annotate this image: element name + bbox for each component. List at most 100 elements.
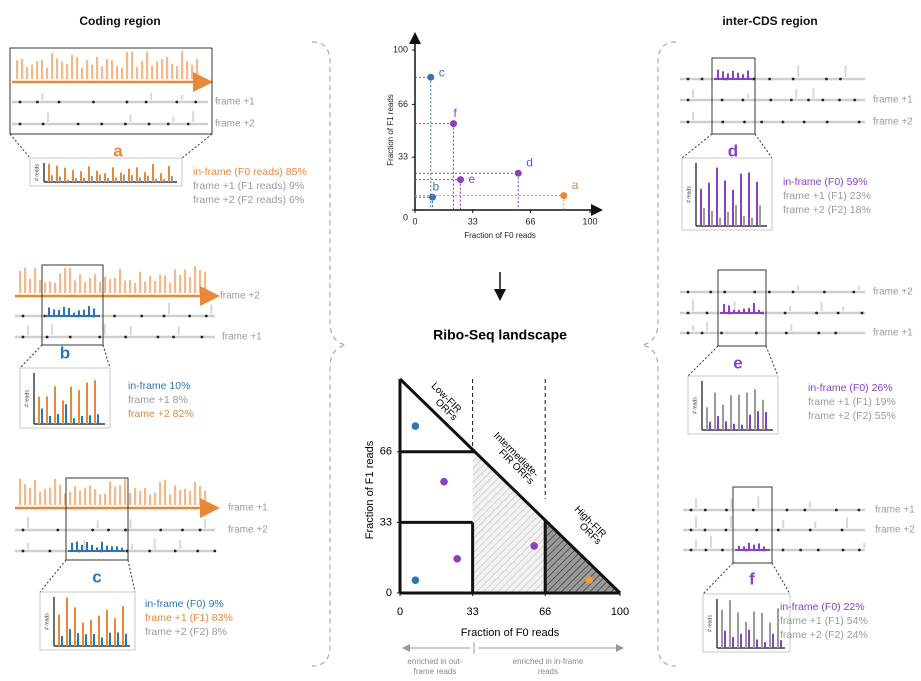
zoom-guide (687, 345, 719, 377)
read-bar (21, 58, 24, 79)
panel: frame +2 frame +1 e # reads in-frame (F0) 26… (680, 269, 913, 435)
x-tick-label: 0 (412, 216, 417, 226)
stop-codon (18, 122, 22, 126)
read-bar (99, 281, 102, 293)
read-stat: frame +1 (F1 reads) 9% (193, 180, 304, 192)
point (450, 120, 457, 128)
inset-bar (163, 179, 165, 182)
read-bar (88, 306, 90, 315)
inset-bar (46, 396, 48, 424)
inset-bar (62, 400, 64, 424)
frame-label: frame +2 (220, 291, 260, 302)
read-bar (727, 73, 729, 78)
stop-codon (175, 100, 179, 104)
read-bar (746, 93, 749, 98)
stop-codon (689, 508, 693, 512)
read-bar (171, 63, 174, 79)
inset-bar (756, 639, 758, 648)
read-bar (93, 308, 95, 315)
read-bar (846, 517, 849, 528)
read-bar (174, 485, 177, 505)
read-bar (109, 481, 112, 505)
boundary (398, 377, 622, 595)
inset-bar (38, 396, 40, 424)
read-bar (146, 51, 149, 79)
inset-bar (101, 637, 103, 646)
read-bar (46, 67, 49, 79)
read-bar (129, 519, 132, 528)
read-bar (84, 282, 87, 293)
stop-codon (196, 549, 200, 553)
read-bar (692, 89, 694, 98)
stop-codon (92, 100, 95, 104)
inset-bar (765, 412, 767, 430)
read-bar (194, 266, 197, 293)
read-stat: frame +1 8% (128, 394, 188, 406)
read-bar (863, 542, 866, 548)
read-bar (134, 282, 137, 293)
read-bar (74, 486, 77, 505)
inset-bar (41, 408, 43, 424)
stop-codon (124, 528, 127, 532)
stop-codon (57, 100, 61, 104)
read-bar (692, 299, 694, 311)
inset-bar (155, 178, 157, 182)
stop-codon (769, 98, 773, 102)
read-bar (19, 271, 22, 293)
inset-bar (706, 407, 708, 430)
inset-bar (708, 182, 710, 226)
stop-codon (776, 528, 780, 532)
inset-bar (735, 204, 737, 226)
inset-bar (97, 414, 99, 424)
inset-ylabel: # reads (44, 613, 50, 630)
read-bar (24, 267, 27, 293)
read-bar (154, 281, 157, 293)
inset-bar (751, 217, 753, 226)
point-label: f (454, 106, 458, 120)
inset-bar (717, 416, 719, 430)
stop-codon (21, 314, 25, 318)
inset-bar (748, 629, 750, 648)
stop-codon (703, 528, 707, 532)
stop-codon (48, 549, 52, 553)
read-stat: frame +2 (F2 reads) 6% (193, 194, 304, 206)
read-bar (814, 521, 817, 528)
read-bar (753, 544, 755, 549)
read-bar (186, 60, 189, 79)
stop-codon (113, 314, 116, 318)
inset-bar (70, 386, 72, 424)
read-bar (96, 547, 98, 550)
point (440, 477, 448, 486)
intermediate-region (472, 449, 546, 593)
stop-codon (860, 311, 864, 315)
point (411, 576, 420, 584)
read-bar (116, 65, 119, 79)
inset-bar (769, 622, 771, 648)
read-bar (71, 542, 73, 550)
read-bar (131, 544, 134, 549)
read-bar (161, 59, 164, 79)
inset-bar (748, 172, 750, 226)
read-bar (695, 516, 697, 528)
read-bar (789, 305, 792, 311)
stop-codon (781, 120, 785, 124)
left-title: Coding region (79, 14, 160, 28)
read-bar (747, 70, 749, 78)
inset-bar (168, 166, 170, 182)
read-bar (29, 487, 32, 505)
read-bar (69, 267, 72, 293)
read-bar (192, 111, 195, 122)
read-bar (76, 541, 78, 550)
zoom-guide (9, 133, 31, 159)
stop-codon (686, 311, 690, 315)
read-bar (109, 278, 112, 293)
read-bar (210, 304, 213, 314)
inset-bar (117, 632, 119, 646)
inset-bar (719, 217, 721, 226)
read-bar (758, 309, 760, 312)
inset-bar (740, 173, 742, 226)
read-bar (820, 302, 823, 311)
read-bar (136, 66, 139, 79)
